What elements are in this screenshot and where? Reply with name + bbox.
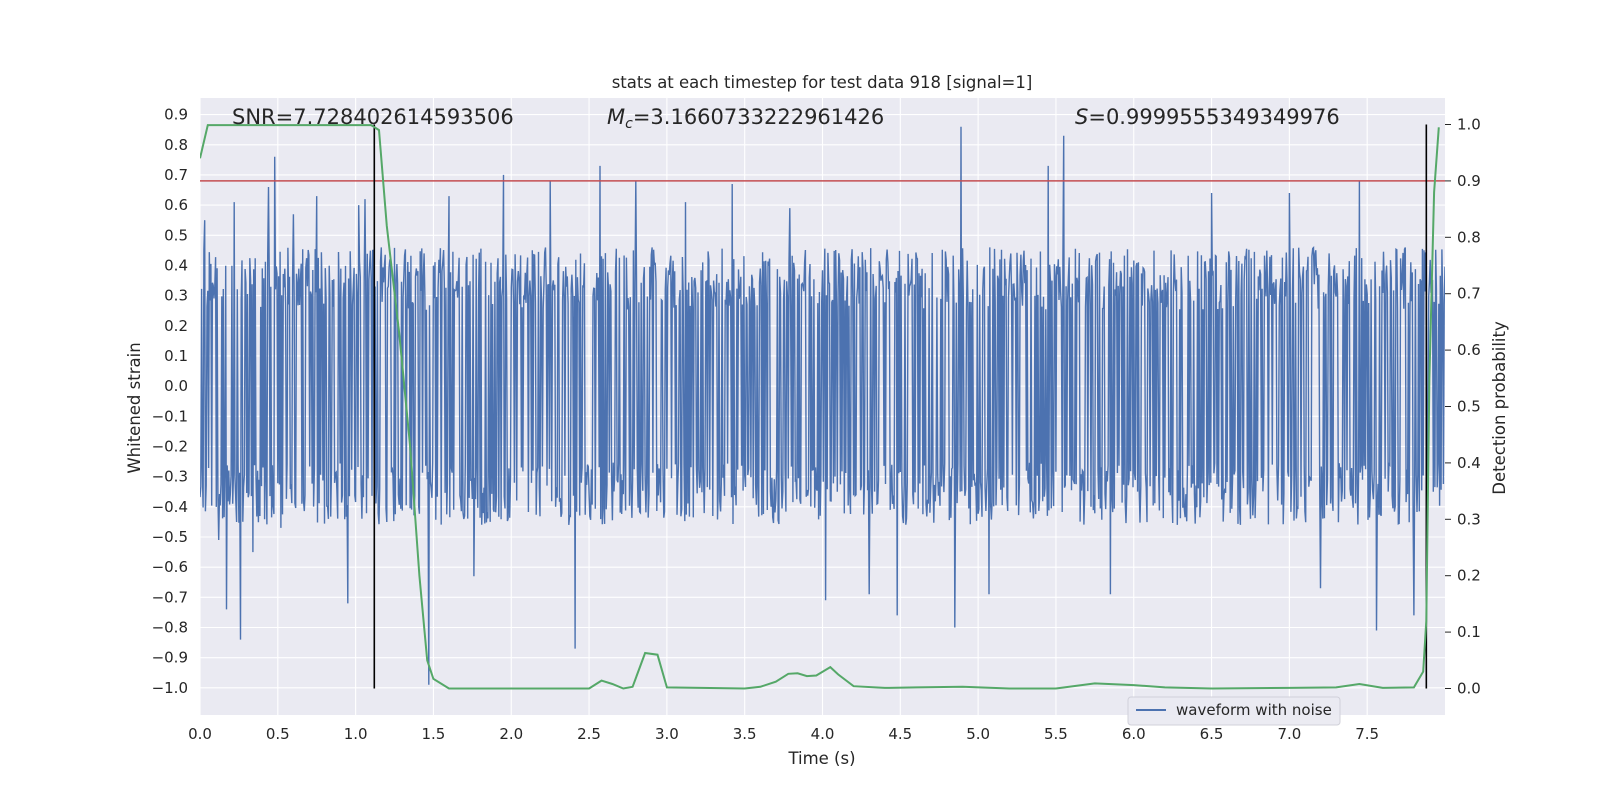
y-tick-label: 0.8 (164, 136, 188, 154)
y-tick-label: 0.3 (164, 287, 188, 305)
y-tick-label: −0.3 (152, 468, 188, 486)
x-tick-label: 2.5 (577, 725, 601, 743)
probability-series-layer (200, 124, 1440, 690)
y-tick-label: −0.2 (152, 437, 188, 455)
y-tick-label: −1.0 (152, 679, 188, 697)
y-tick-label: −0.4 (152, 498, 188, 516)
y2-tick-label: 0.1 (1457, 623, 1481, 641)
y2-tick-label: 0.4 (1457, 454, 1481, 472)
x-tick-label: 2.0 (499, 725, 523, 743)
x-tick-label: 6.0 (1122, 725, 1146, 743)
chart-title: stats at each timestep for test data 918… (612, 73, 1033, 92)
y-tick-label: 0.2 (164, 317, 188, 335)
y-tick-label: −0.8 (152, 619, 188, 637)
legend-label: waveform with noise (1176, 701, 1332, 719)
y2-tick-label: 0.6 (1457, 341, 1481, 359)
x-tick-label: 7.0 (1277, 725, 1301, 743)
y-tick-label: −0.6 (152, 558, 188, 576)
x-tick-label: 5.5 (1044, 725, 1068, 743)
ticks: 0.0 0.5 1.0 1.5 2.0 2.5 3.0 3.5 4.0 4.5 5.0 5.5 6.0 6… (152, 106, 1481, 743)
y-tick-label: 0.7 (164, 166, 188, 184)
x-tick-label: 0.0 (188, 725, 212, 743)
x-tick-label: 3.0 (655, 725, 679, 743)
x-tick-label: 5.0 (966, 725, 990, 743)
x-tick-label: 1.5 (422, 725, 446, 743)
score-annotation: S=0.9999555349349976 (1075, 105, 1340, 129)
strain-series-layer (200, 126, 1445, 685)
x-tick-label: 6.5 (1200, 725, 1224, 743)
y-axis-label: Whitened strain (125, 342, 144, 473)
y-tick-label: 0.9 (164, 106, 188, 124)
x-tick-label: 4.5 (888, 725, 912, 743)
y-tick-label: 0.5 (164, 226, 188, 244)
y-tick-label: −0.5 (152, 528, 188, 546)
y2-tick-label: 0.5 (1457, 398, 1481, 416)
strain-waveform-line (200, 126, 1445, 685)
y-tick-label: −0.7 (152, 588, 188, 606)
x-tick-label: 3.5 (733, 725, 757, 743)
y2-tick-label: 0.7 (1457, 285, 1481, 303)
y-tick-label: 0.4 (164, 256, 188, 274)
x-tick-label: 4.0 (811, 725, 835, 743)
y2-tick-label: 1.0 (1457, 116, 1481, 134)
y-tick-label: −0.9 (152, 649, 188, 667)
y-tick-label: 0.6 (164, 196, 188, 214)
y2-tick-label: 0.9 (1457, 172, 1481, 190)
x-tick-label: 1.0 (344, 725, 368, 743)
legend: waveform with noise (1127, 696, 1341, 726)
y2-tick-label: 0.8 (1457, 228, 1481, 246)
chirp-mass-annotation: Mc=3.1660733222961426 (607, 105, 884, 132)
y-tick-label: 0.0 (164, 377, 188, 395)
x-axis-label: Time (s) (787, 749, 855, 768)
y2-tick-label: 0.0 (1457, 679, 1481, 697)
x-tick-label: 7.5 (1355, 725, 1379, 743)
y2-tick-label: 0.2 (1457, 567, 1481, 585)
y-tick-label: 0.1 (164, 347, 188, 365)
snr-annotation: SNR=7.728402614593506 (232, 105, 514, 129)
probability-line (200, 124, 1440, 690)
y-tick-label: −0.1 (152, 407, 188, 425)
x-tick-label: 0.5 (266, 725, 290, 743)
y2-tick-label: 0.3 (1457, 510, 1481, 528)
y2-axis-label: Detection probability (1490, 321, 1509, 495)
legend-box (1127, 696, 1341, 726)
